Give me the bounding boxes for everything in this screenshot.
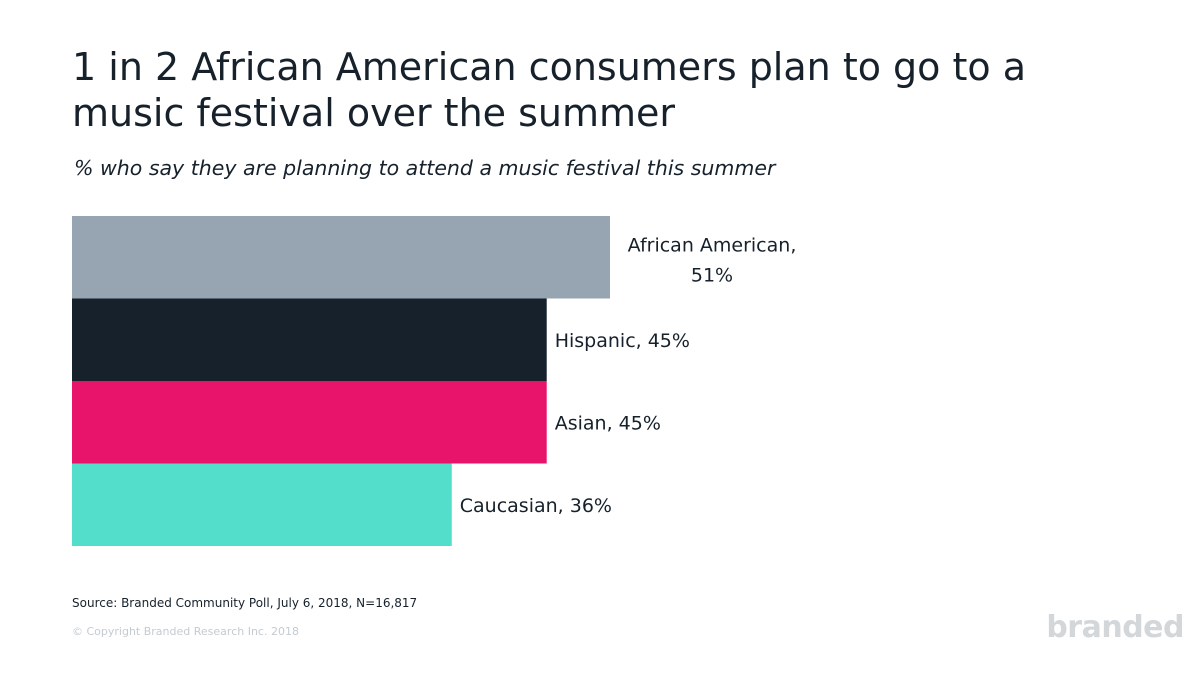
bar-caucasian xyxy=(72,463,452,546)
source-note: Source: Branded Community Poll, July 6, … xyxy=(72,596,418,610)
copyright-note: © Copyright Branded Research Inc. 2018 xyxy=(72,625,299,638)
bar-hispanic xyxy=(72,298,547,381)
data-label-hispanic: Hispanic, 45% xyxy=(555,330,690,352)
bar-asian xyxy=(72,381,547,464)
branded-logo: branded xyxy=(1046,610,1184,645)
data-label-caucasian: Caucasian, 36% xyxy=(460,495,612,517)
data-label-african-american: African American, 51% xyxy=(628,234,797,286)
chart-subtitle: % who say they are planning to attend a … xyxy=(74,156,776,180)
data-label-asian: Asian, 45% xyxy=(555,412,661,434)
bar-african-american xyxy=(72,216,610,299)
chart-title: 1 in 2 African American consumers plan t… xyxy=(72,45,1027,135)
